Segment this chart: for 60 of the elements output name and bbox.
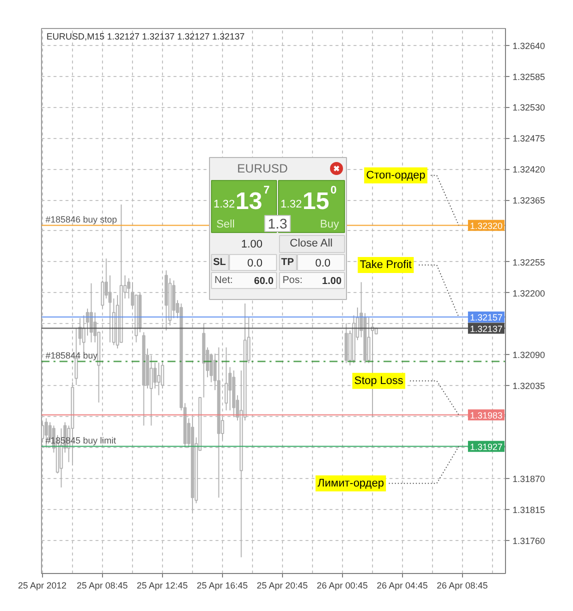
x-tick-label: 26 Apr 04:45 — [376, 580, 428, 590]
y-tick-label: 1.32090 — [512, 350, 546, 360]
y-tick-label: 1.32640 — [512, 40, 546, 51]
annotation: #185844 buy — [46, 350, 98, 360]
annotation: EURUSD — [237, 162, 288, 176]
y-tick-label: 1.32475 — [512, 134, 546, 144]
annotation: 7 — [264, 184, 270, 196]
annotation: 1.00 — [322, 276, 342, 287]
annotation: Take Profit — [360, 259, 412, 272]
y-tick-label: 1.32530 — [512, 102, 546, 113]
x-tick-label: 26 Apr 08:45 — [436, 580, 488, 590]
x-tick-label: 25 Apr 08:45 — [76, 580, 128, 590]
ref-line-label: 1.32157 — [470, 312, 503, 323]
annotation: 1.32 — [214, 198, 235, 210]
ref-line-label: 1.32320 — [470, 220, 503, 231]
annotation: Net: — [214, 275, 233, 286]
y-tick-label: 1.32585 — [512, 72, 546, 82]
ref-line-label: 1.32137 — [470, 324, 503, 334]
annotation: 1.00 — [241, 238, 263, 250]
annotation: Stop Loss — [354, 374, 404, 387]
annotation: 15 — [302, 188, 330, 215]
annotation: 1.32 — [280, 198, 302, 210]
annotation: SL — [213, 257, 226, 268]
candlestick — [224, 346, 228, 411]
y-tick-label: 1.32420 — [512, 164, 546, 175]
x-tick-label: 25 Apr 2012 — [18, 580, 67, 590]
x-tick-label: 26 Apr 00:45 — [316, 580, 368, 590]
ref-line-label: 1.31983 — [470, 410, 503, 420]
y-tick-label: 1.32365 — [512, 196, 546, 206]
candlestick — [153, 362, 157, 389]
candlestick — [90, 282, 93, 343]
y-tick-label: 1.32200 — [512, 288, 546, 298]
annotation: Лимит-ордер — [318, 477, 384, 490]
y-tick-label: 1.32255 — [512, 257, 546, 268]
annotation: Close All — [290, 238, 333, 250]
annotation: Pos: — [282, 275, 303, 286]
y-tick-label: 1.31760 — [512, 536, 546, 546]
annotation: Buy — [320, 218, 340, 230]
chart-title: EURUSD,M15 1.32127 1.32137 1.32127 1.32137 — [46, 32, 245, 42]
annotation: 1.3 — [268, 216, 288, 232]
y-tick-label: 1.31870 — [512, 474, 546, 484]
annotation: TP — [281, 257, 294, 268]
annotation: #185845 buy limit — [46, 435, 117, 446]
y-tick-label: 1.31815 — [512, 504, 546, 515]
x-tick-label: 25 Apr 20:45 — [256, 580, 308, 590]
annotation: 13 — [236, 188, 262, 215]
candlestick — [100, 280, 104, 310]
y-tick-label: 1.32035 — [512, 381, 546, 392]
annotation: #185846 buy stop — [46, 214, 118, 224]
candlestick — [157, 362, 160, 396]
annotation: 0.0 — [247, 258, 263, 270]
x-tick-label: 25 Apr 16:45 — [196, 580, 248, 590]
annotation: 60.0 — [254, 276, 274, 287]
annotation: 0 — [330, 184, 337, 196]
annotation: 0.0 — [315, 258, 331, 270]
annotation: Sell — [216, 218, 235, 230]
candlestick — [42, 422, 44, 443]
annotation: Стоп-ордер — [366, 169, 426, 182]
ref-line-label: 1.31927 — [470, 442, 503, 452]
x-tick-label: 25 Apr 12:45 — [136, 580, 188, 590]
